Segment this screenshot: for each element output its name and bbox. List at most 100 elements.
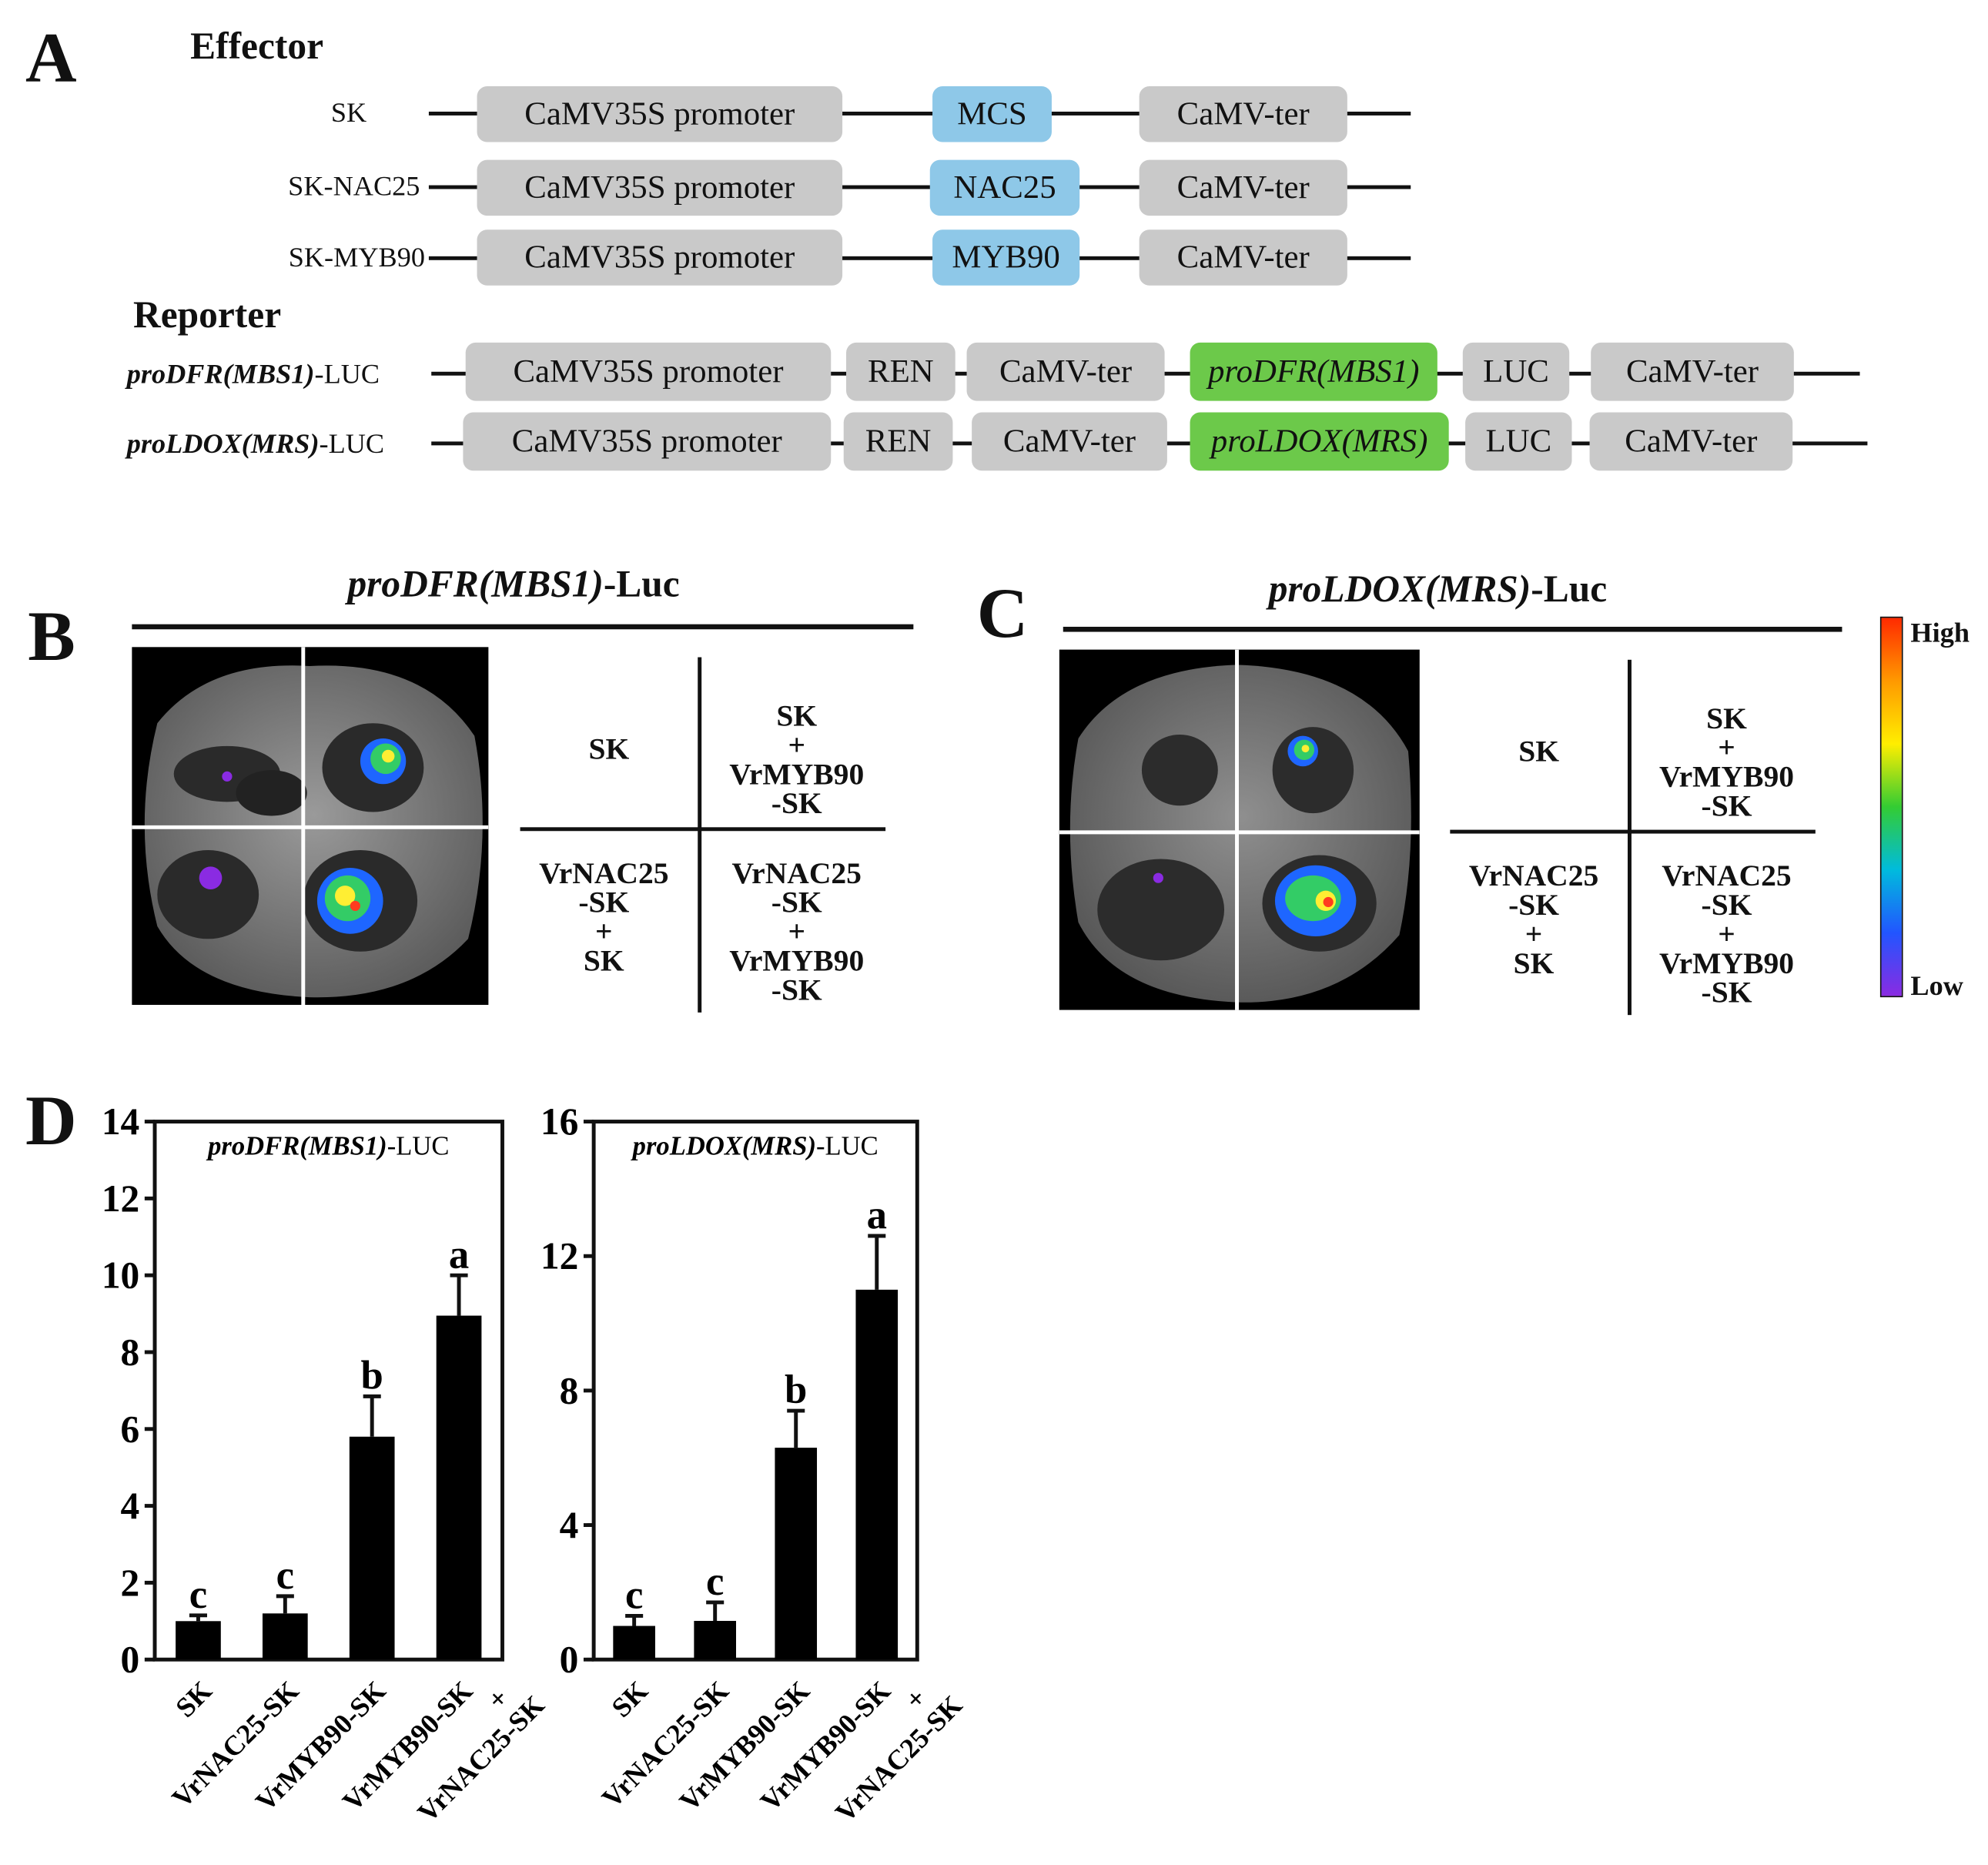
leaf-image-b bbox=[132, 647, 489, 1005]
quadrant-label-top-left: SK bbox=[588, 733, 630, 767]
reporter-name: proDFR(MBS1)-LUC bbox=[126, 357, 380, 390]
terminator-box: CaMV-ter bbox=[1139, 229, 1347, 286]
luminescence-signal bbox=[199, 866, 223, 890]
terminator-box: CaMV-ter bbox=[966, 342, 1165, 401]
insert-box: MCS bbox=[932, 86, 1052, 142]
y-tick-label: 14 bbox=[102, 1100, 139, 1143]
color-bar-low-label: Low bbox=[1910, 969, 1963, 1002]
chart-title: proDFR(MBS1)-LUC bbox=[206, 1131, 449, 1160]
chart-title-italic: proDFR(MBS1) bbox=[206, 1131, 387, 1160]
effector-title: Effector bbox=[190, 25, 324, 68]
promoter-box: CaMV35S promoter bbox=[477, 159, 843, 216]
bar bbox=[349, 1436, 395, 1660]
significance-letter: c bbox=[625, 1573, 643, 1618]
chart-title-italic: proLDOX(MRS) bbox=[631, 1131, 816, 1160]
construct-line bbox=[428, 256, 1411, 260]
reporter-name: proLDOX(MRS)-LUC bbox=[126, 427, 385, 460]
insert-box: MYB90 bbox=[932, 229, 1080, 286]
significance-letter: c bbox=[276, 1553, 294, 1598]
panel-b-title-rule bbox=[132, 624, 914, 630]
chart-title-suffix: -LUC bbox=[387, 1131, 450, 1160]
insert-box: NAC25 bbox=[929, 159, 1080, 216]
ren-box: REN bbox=[846, 342, 956, 401]
bar bbox=[176, 1621, 221, 1660]
bar bbox=[855, 1289, 899, 1660]
bar-chart-proldox: proLDOX(MRS)-LUC0481216cSKcVrNAC25-SKbVr… bbox=[541, 1100, 969, 1853]
significance-letter: b bbox=[785, 1368, 807, 1412]
x-tick-label: SK bbox=[606, 1675, 654, 1723]
panel-letter-b: B bbox=[28, 598, 75, 677]
terminator-box: CaMV-ter bbox=[1139, 159, 1347, 216]
reporter-title: Reporter bbox=[133, 294, 282, 337]
panel-letter-d: D bbox=[25, 1082, 77, 1161]
luciferase-leaf-image-b bbox=[132, 647, 489, 1005]
infiltration-spot bbox=[1097, 859, 1225, 961]
panel-b-treatment-grid: SK SK + VrMYB90 -SK VrNAC25 -SK + SK VrNAC25 -S… bbox=[520, 657, 889, 1016]
panel-b-title: proDFR(MBS1)-Luc bbox=[347, 563, 680, 605]
x-tick-label: VrMYB90-SK +VrNAC25-SK bbox=[755, 1646, 969, 1853]
y-tick-label: 10 bbox=[102, 1254, 139, 1297]
luciferase-leaf-image-c bbox=[1059, 649, 1420, 1010]
construct-line bbox=[428, 185, 1411, 189]
terminator-box: CaMV-ter bbox=[972, 412, 1167, 471]
x-tick-label-line: SK bbox=[169, 1675, 217, 1723]
y-tick-label: 16 bbox=[541, 1100, 578, 1143]
panel-letter-c: C bbox=[976, 574, 1029, 654]
chart-title-suffix: -LUC bbox=[816, 1131, 879, 1160]
y-tick-label: 4 bbox=[121, 1485, 140, 1527]
luminescence-signal bbox=[1301, 745, 1310, 753]
y-tick-label: 8 bbox=[560, 1369, 579, 1411]
panel-letter-a: A bbox=[25, 18, 77, 98]
quadrant-label-bottom-right: VrNAC25 -SK + VrMYB90 -SK bbox=[1659, 860, 1795, 1010]
x-tick-label: SK bbox=[169, 1675, 217, 1723]
quadrant-label-top-left: SK bbox=[1518, 735, 1560, 769]
panel-c-title-rule bbox=[1063, 626, 1842, 632]
grid-divider bbox=[698, 657, 702, 1013]
y-tick-label: 2 bbox=[121, 1562, 140, 1604]
plot-frame bbox=[152, 1120, 504, 1662]
luc-box: LUC bbox=[1462, 342, 1570, 401]
bar bbox=[694, 1620, 736, 1660]
chart-title: proLDOX(MRS)-LUC bbox=[631, 1131, 879, 1160]
construct-line bbox=[428, 111, 1411, 116]
leaf-blade bbox=[144, 665, 483, 998]
ren-box: REN bbox=[843, 412, 953, 471]
promoter-box: CaMV35S promoter bbox=[477, 229, 843, 286]
quadrant-label-bottom-left: VrNAC25 -SK + SK bbox=[539, 857, 669, 979]
significance-letter: c bbox=[706, 1559, 724, 1604]
y-tick-label: 12 bbox=[541, 1235, 578, 1277]
luc-box: LUC bbox=[1465, 412, 1572, 471]
x-tick-label-line: SK bbox=[606, 1675, 654, 1723]
luminescence-signal bbox=[350, 900, 360, 912]
leaf-image-c bbox=[1059, 649, 1420, 1010]
effector-name: SK-NAC25 bbox=[288, 169, 420, 202]
luminescence-signal bbox=[1153, 872, 1163, 883]
y-tick-label: 6 bbox=[121, 1408, 140, 1450]
y-tick-label: 0 bbox=[121, 1639, 140, 1681]
y-tick-label: 8 bbox=[121, 1331, 140, 1373]
y-tick-label: 0 bbox=[560, 1639, 579, 1681]
terminator-box: CaMV-ter bbox=[1139, 86, 1347, 142]
promoter-box: CaMV35S promoter bbox=[463, 412, 832, 471]
infiltration-spot bbox=[1141, 735, 1218, 806]
terminator-box: CaMV-ter bbox=[1589, 412, 1793, 471]
luminescence-signal bbox=[334, 886, 356, 906]
promoter-box: CaMV35S promoter bbox=[477, 86, 843, 142]
intensity-color-bar bbox=[1879, 616, 1903, 998]
quadrant-label-bottom-left: VrNAC25 -SK + SK bbox=[1468, 860, 1599, 981]
target-promoter-box: proLDOX(MRS) bbox=[1190, 412, 1449, 471]
infiltration-spot bbox=[236, 770, 307, 816]
bar bbox=[613, 1626, 655, 1660]
grid-divider bbox=[1450, 829, 1816, 834]
luminescence-signal bbox=[1323, 896, 1334, 908]
luminescence-signal bbox=[222, 771, 233, 782]
grid-divider bbox=[1627, 659, 1632, 1016]
y-tick-label: 4 bbox=[560, 1504, 579, 1546]
effector-name: SK bbox=[330, 96, 367, 129]
significance-letter: c bbox=[189, 1572, 207, 1617]
promoter-box: CaMV35S promoter bbox=[465, 342, 832, 401]
color-bar-high-label: High bbox=[1910, 616, 1970, 648]
effector-name: SK-MYB90 bbox=[288, 241, 425, 273]
bar-chart-prodfr: proDFR(MBS1)-LUC02468101214cSKcVrNAC25-S… bbox=[102, 1100, 551, 1828]
